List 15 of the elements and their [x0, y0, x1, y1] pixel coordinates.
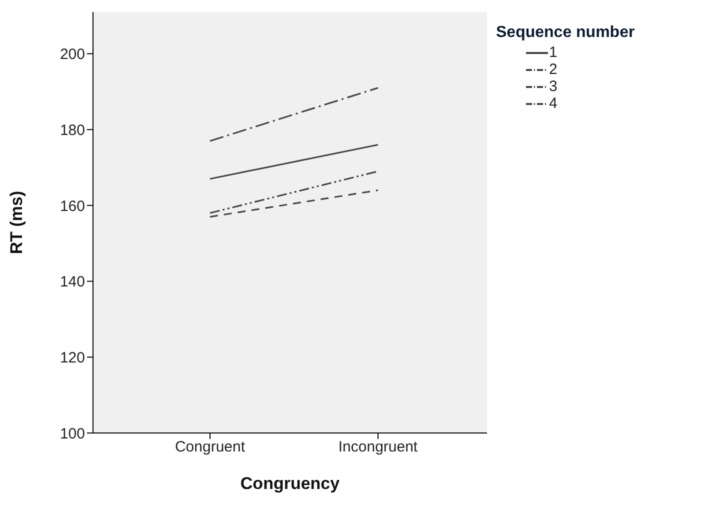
x-axis-title: Congruency	[240, 474, 340, 493]
legend-label: 3	[549, 78, 558, 95]
y-tick-label: 180	[60, 122, 85, 139]
y-tick-label: 160	[60, 198, 85, 215]
legend-label: 4	[549, 95, 558, 112]
y-tick-label: 140	[60, 274, 85, 291]
legend-label: 1	[549, 44, 558, 61]
legend-label: 2	[549, 61, 558, 78]
legend-title: Sequence number	[496, 24, 636, 42]
x-tick-label: Incongruent	[338, 438, 418, 456]
y-axis-title: RT (ms)	[7, 190, 26, 254]
y-tick-label: 120	[60, 349, 85, 366]
y-tick-label: 100	[60, 425, 85, 442]
y-tick-label: 200	[60, 46, 85, 64]
x-tick-label: Congruent	[174, 438, 246, 456]
